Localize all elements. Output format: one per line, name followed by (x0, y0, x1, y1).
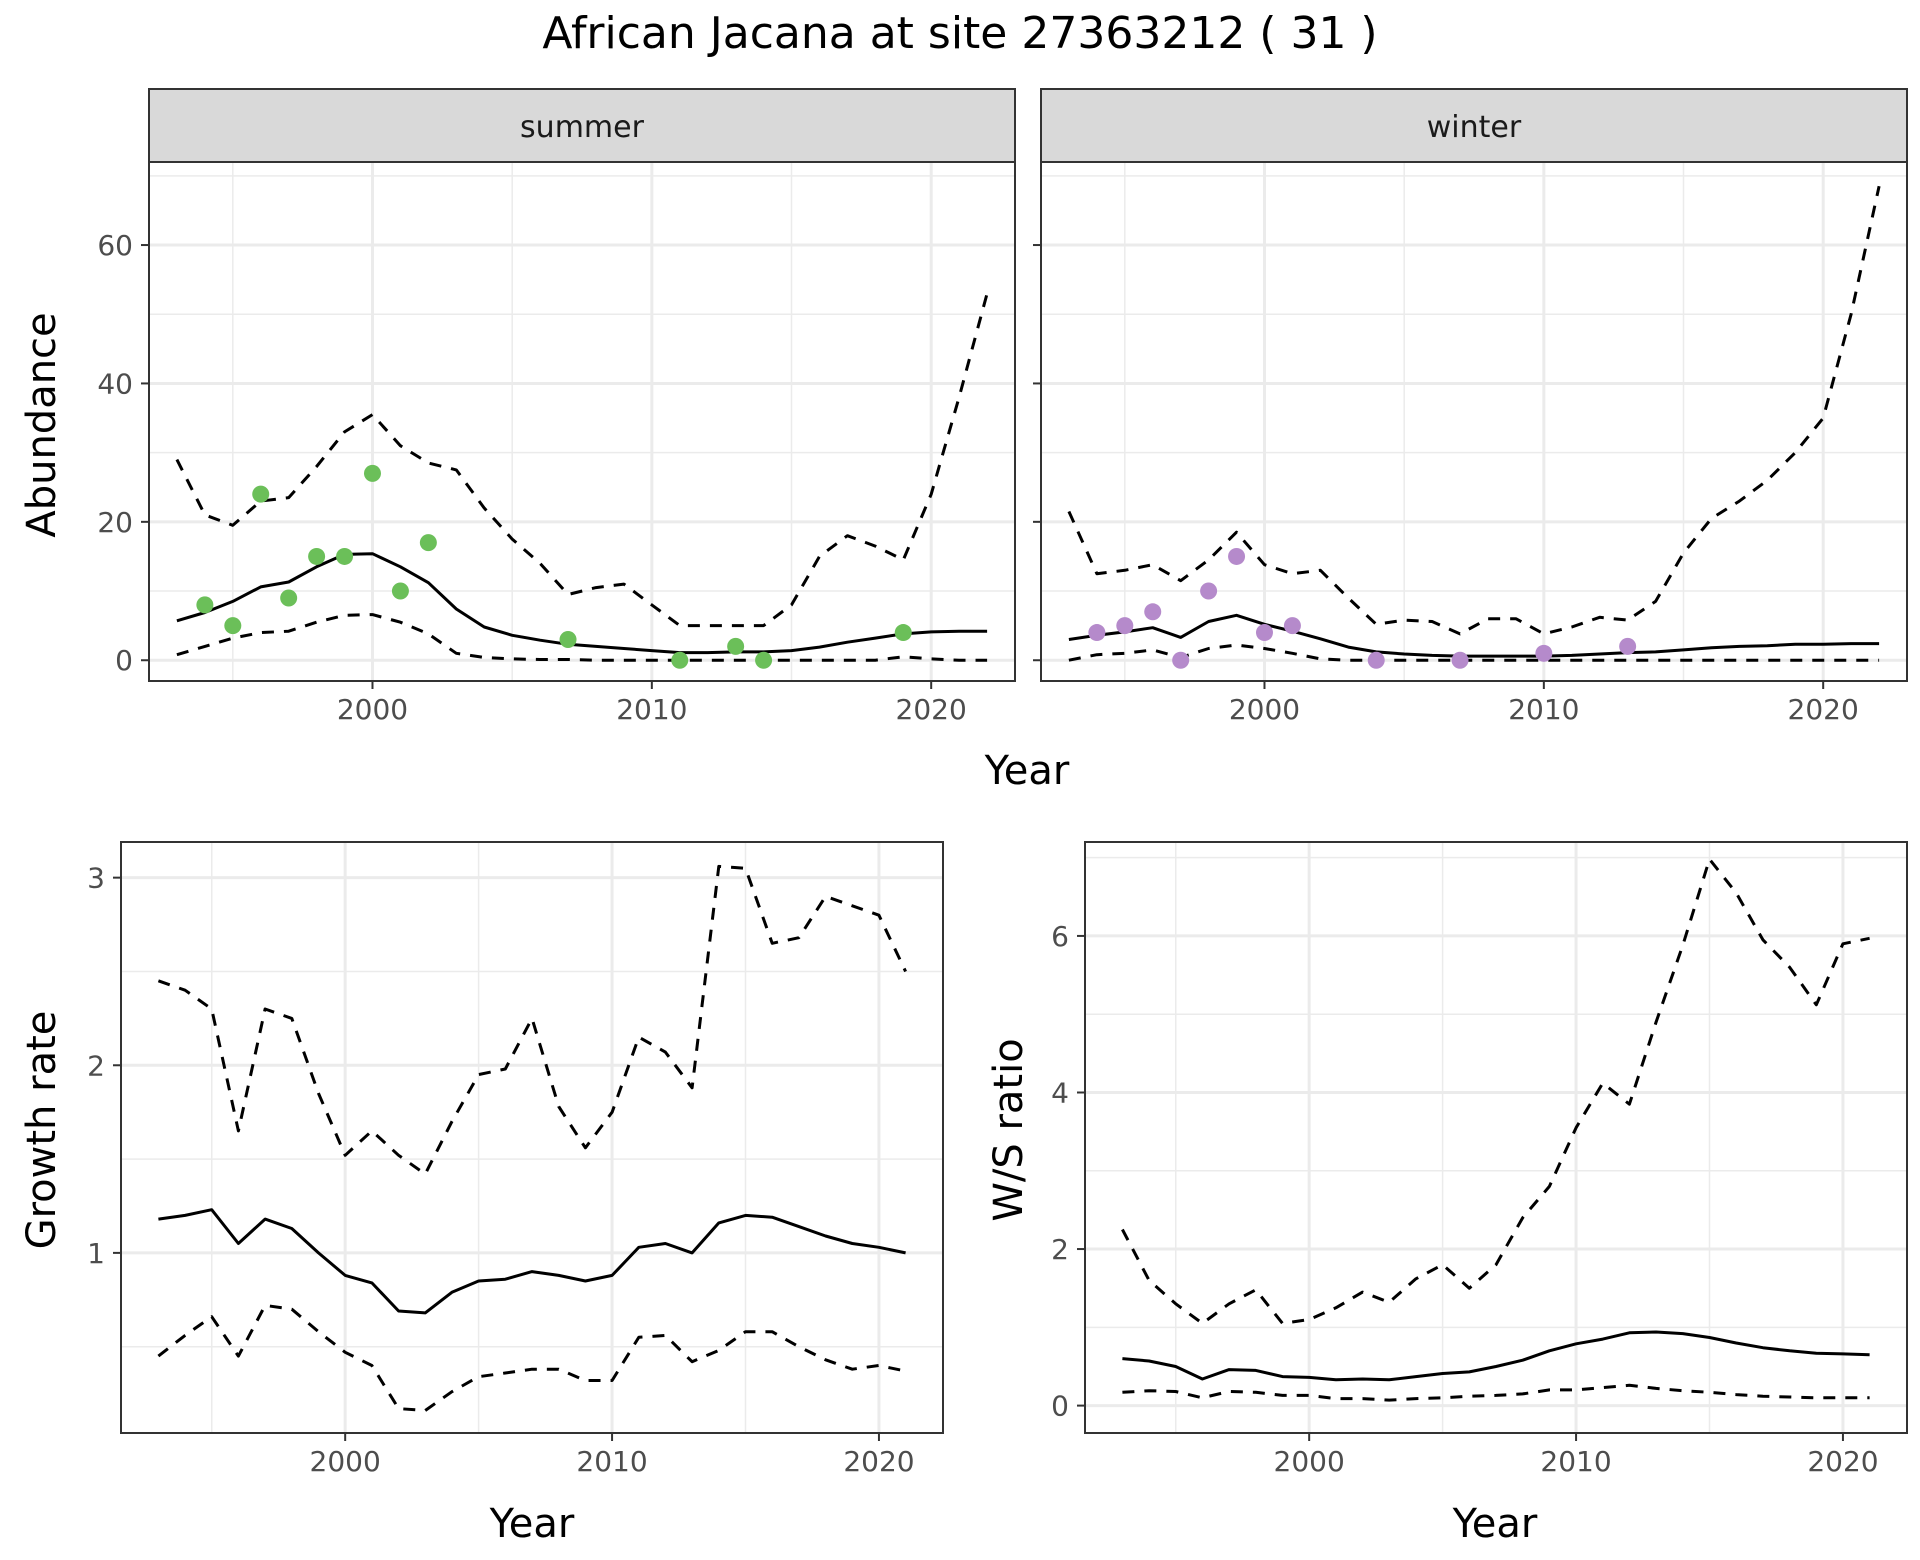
plot-summer: 2000 2010 2020 0 20 40 60 (97, 161, 1016, 726)
observed-point (1116, 617, 1134, 635)
observed-point (1283, 617, 1301, 635)
y-tick-label: 4 (1051, 1076, 1069, 1109)
lower-line (157, 1303, 906, 1412)
observed-point (1367, 651, 1385, 669)
y-tick-label: 40 (97, 367, 133, 400)
y-tick-label: 1 (87, 1237, 105, 1270)
plot-background (149, 162, 1015, 681)
figure-title: African Jacana at site 27363212 ( 31 ) (542, 8, 1377, 59)
observed-point (671, 651, 689, 669)
upper-line (1121, 857, 1870, 1325)
observed-point (727, 637, 745, 655)
observed-point (196, 596, 214, 614)
observed-point (1619, 637, 1637, 655)
panel-border (120, 841, 944, 1434)
observed-point (1200, 582, 1218, 600)
y-tick-label: 2 (87, 1049, 105, 1082)
x-tick-label: 2020 (1807, 1445, 1878, 1478)
plot-background (1085, 842, 1907, 1433)
observed-point (363, 464, 381, 482)
x-tick-label: 2010 (1540, 1445, 1611, 1478)
y-tick-label: 0 (1051, 1390, 1069, 1423)
observed-point (1088, 624, 1106, 642)
observed-point (280, 589, 298, 607)
y-tick-label: 6 (1051, 920, 1069, 953)
observed-point (308, 547, 326, 565)
mean-line (1122, 1330, 1870, 1382)
growth-x-axis-title: Year (489, 1501, 575, 1547)
x-tick-label: 2000 (1274, 1445, 1345, 1478)
x-tick-label: 2000 (337, 693, 408, 726)
lower-line (1068, 643, 1880, 662)
observed-point (419, 534, 437, 552)
x-tick-label: 2000 (310, 1445, 381, 1478)
top-y-axis-title: Abundance (19, 312, 65, 537)
observed-point (559, 630, 577, 648)
panel-border (1084, 841, 1908, 1434)
mean-line (158, 1208, 906, 1315)
y-tick-label: 60 (97, 229, 133, 262)
ratio-y-axis-title: W/S ratio (986, 1038, 1032, 1221)
upper-line (1067, 185, 1881, 636)
top-x-axis-title: Year (984, 748, 1070, 794)
y-tick-label: 3 (87, 862, 105, 895)
strip-summer-bg (148, 88, 1016, 163)
x-tick-label: 2000 (1229, 693, 1300, 726)
mean-line (176, 552, 988, 655)
panel-border (1040, 161, 1908, 682)
observed-point (1172, 651, 1190, 669)
ratio-x-axis-title: Year (1452, 1501, 1538, 1547)
panel-summer-abundance: summer 2000 2010 2020 0 20 40 60 (97, 88, 1016, 726)
observed-point (252, 485, 270, 503)
strip-label-summer: summer (520, 110, 645, 145)
y-tick-label: 20 (97, 506, 133, 539)
lower-line (176, 613, 988, 662)
observed-point (1228, 547, 1246, 565)
panel-ws-ratio: 2000 2010 2020 0 2 4 6 (1051, 841, 1908, 1478)
x-tick-label: 2020 (896, 693, 967, 726)
y-tick-label: 2 (1051, 1233, 1069, 1266)
observed-point (1255, 624, 1273, 642)
x-tick-label: 2010 (616, 693, 687, 726)
panel-border (148, 161, 1016, 682)
observed-point (391, 582, 409, 600)
observed-point (755, 651, 773, 669)
x-tick-label: 2020 (843, 1445, 914, 1478)
strip-label-winter: winter (1427, 110, 1522, 145)
observed-point (1451, 651, 1469, 669)
plot-background (121, 842, 943, 1433)
x-tick-label: 2010 (576, 1445, 647, 1478)
observed-point (224, 617, 242, 635)
lower-line (1122, 1383, 1870, 1402)
panel-winter-abundance: winter 2000 2010 2020 (1033, 88, 1908, 726)
upper-line (175, 293, 989, 628)
mean-line (1068, 613, 1880, 658)
observed-point (1535, 644, 1553, 662)
x-tick-label: 2010 (1508, 693, 1579, 726)
panel-growth-rate: 2000 2010 2020 1 2 3 (87, 841, 944, 1478)
y-tick-label: 0 (115, 644, 133, 677)
plot-winter: 2000 2010 2020 (1033, 161, 1908, 726)
growth-y-axis-title: Growth rate (19, 1011, 65, 1250)
observed-point (1144, 603, 1162, 621)
plot-background (1041, 162, 1907, 681)
x-tick-label: 2020 (1788, 693, 1859, 726)
observed-point (336, 547, 354, 565)
observed-point (894, 624, 912, 642)
